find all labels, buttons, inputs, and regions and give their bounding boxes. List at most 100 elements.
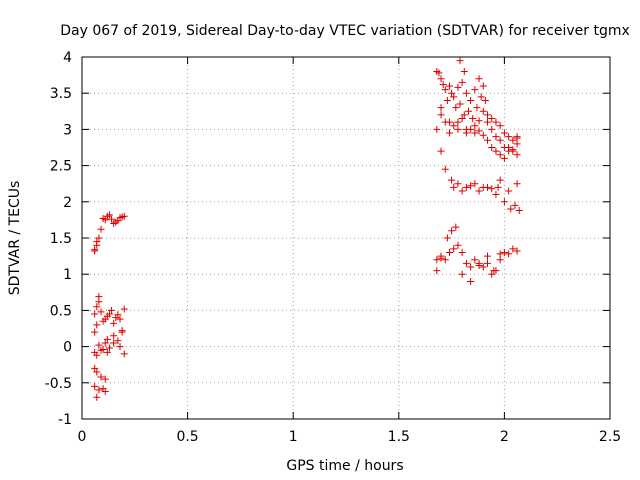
data-point — [460, 111, 468, 119]
data-point — [462, 89, 470, 97]
data-points — [91, 57, 523, 401]
data-point — [496, 136, 504, 144]
data-point — [103, 348, 111, 356]
data-point — [467, 263, 475, 271]
data-point — [488, 125, 496, 133]
data-point — [509, 147, 517, 155]
data-point — [437, 147, 445, 155]
data-point — [475, 75, 483, 83]
data-point — [97, 225, 105, 233]
data-point — [108, 306, 116, 314]
data-point — [452, 104, 460, 112]
data-point — [101, 315, 109, 323]
data-point — [484, 136, 492, 144]
y-tick-label: -1 — [58, 412, 72, 428]
data-point — [475, 127, 483, 135]
data-point — [450, 245, 458, 253]
data-point — [496, 176, 504, 184]
data-point — [120, 305, 128, 313]
data-point — [433, 267, 441, 275]
data-point — [513, 247, 521, 255]
data-point — [492, 118, 500, 126]
data-point — [454, 125, 462, 133]
data-point — [441, 118, 449, 126]
data-point — [471, 256, 479, 264]
data-point — [515, 206, 523, 214]
data-point — [473, 104, 481, 112]
data-point — [479, 107, 487, 115]
data-point — [475, 187, 483, 195]
data-point — [93, 351, 101, 359]
data-point — [462, 259, 470, 267]
data-point — [437, 104, 445, 112]
data-point — [454, 241, 462, 249]
data-point — [471, 129, 479, 137]
data-point — [437, 111, 445, 119]
data-point — [437, 75, 445, 83]
data-point — [116, 315, 124, 323]
y-tick-label: 0.5 — [50, 303, 72, 319]
data-point — [448, 227, 456, 235]
data-point — [471, 86, 479, 94]
data-point — [469, 115, 477, 123]
data-point — [471, 180, 479, 188]
data-point — [120, 350, 128, 358]
data-point — [488, 144, 496, 151]
data-point — [481, 96, 489, 104]
data-point — [454, 180, 462, 188]
y-tick-label: 3.5 — [50, 86, 72, 102]
data-point — [110, 332, 118, 340]
data-point — [477, 93, 485, 101]
data-point — [448, 89, 456, 97]
x-axis-label: GPS time / hours — [286, 458, 403, 474]
data-point — [101, 375, 109, 383]
data-point — [467, 277, 475, 285]
data-point — [456, 57, 464, 65]
data-point — [91, 310, 99, 318]
data-point — [110, 339, 118, 347]
data-point — [114, 217, 122, 225]
data-point — [488, 185, 496, 193]
x-tick-label: 0.5 — [176, 429, 198, 445]
data-point — [513, 180, 521, 188]
data-point — [492, 191, 500, 199]
y-tick-label: 4 — [63, 50, 72, 66]
data-point — [488, 270, 496, 278]
data-point — [439, 81, 447, 89]
data-point — [513, 151, 521, 159]
data-point — [488, 115, 496, 123]
data-point — [105, 344, 113, 352]
data-point — [467, 96, 475, 104]
data-point — [95, 386, 103, 394]
data-point — [452, 223, 460, 231]
data-point — [458, 248, 466, 256]
data-point — [105, 310, 113, 318]
data-point — [500, 129, 508, 137]
data-point — [500, 198, 508, 206]
x-tick-label: 0 — [78, 429, 87, 445]
data-point — [95, 298, 103, 306]
data-point — [97, 308, 105, 316]
data-point — [496, 151, 504, 159]
data-point — [95, 341, 103, 349]
data-point — [118, 213, 126, 221]
data-point — [103, 335, 111, 343]
data-point — [445, 129, 453, 137]
data-point — [450, 183, 458, 191]
data-point — [114, 337, 122, 345]
chart-title: Day 067 of 2019, Sidereal Day-to-day VTE… — [60, 23, 630, 39]
data-point — [475, 117, 483, 125]
data-point — [458, 270, 466, 278]
data-point — [433, 256, 441, 264]
x-tick-label: 1.5 — [388, 429, 410, 445]
data-point — [475, 262, 483, 270]
data-point — [467, 125, 475, 133]
data-point — [110, 319, 118, 327]
data-point — [93, 368, 101, 376]
data-point — [496, 250, 504, 258]
data-point — [505, 250, 513, 258]
data-point — [91, 246, 99, 254]
data-point — [95, 234, 103, 242]
data-point — [490, 267, 498, 275]
